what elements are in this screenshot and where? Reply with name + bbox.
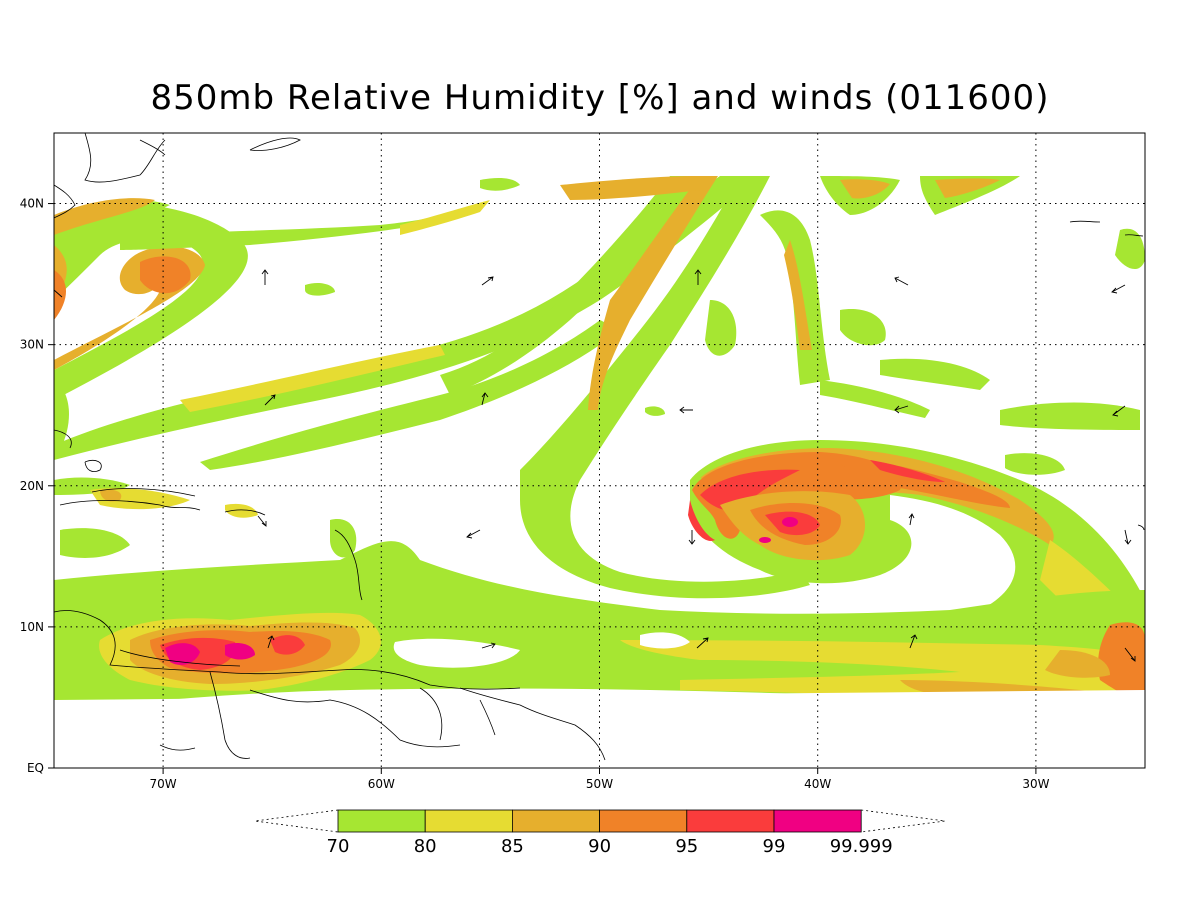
lon-tick-label: 30W [1022,777,1049,791]
humidity-field [54,176,1145,768]
colorbar-level-label: 85 [501,836,524,857]
colorbar-swatch [599,809,688,833]
colorbar-swatch [424,809,513,833]
lat-tick-label: 30N [20,338,44,352]
colorbar-level-label: 99 [763,836,786,857]
colorbar-upper-extension [861,809,946,833]
lat-tick-label: 10N [20,620,44,634]
lon-tick-label: 70W [150,777,177,791]
colorbar-swatch [512,809,601,833]
wind-arrows [53,269,1136,662]
colorbar-swatch [773,809,862,833]
lat-tick-label: EQ [27,761,44,775]
colorbar-level-label: 90 [588,836,611,857]
colorbar-level-label: 80 [414,836,437,857]
lon-tick-label: 40W [804,777,831,791]
colorbar-lower-extension [254,809,339,833]
lon-tick-label: 50W [586,777,613,791]
latitude-axis: EQ 10N 20N 30N 40N [20,197,54,775]
lat-tick-label: 20N [20,479,44,493]
colorbar-legend: 70 80 85 90 95 99 99.999 [254,809,946,857]
colorbar-level-label: 70 [327,836,350,857]
colorbar-level-label: 99.999 [830,836,893,857]
colorbar-swatch [337,809,426,833]
lon-tick-label: 60W [368,777,395,791]
colorbar-level-label: 95 [675,836,698,857]
lat-tick-label: 40N [20,197,44,211]
colorbar-swatch [686,809,775,833]
coastlines [53,132,1145,761]
longitude-axis: 70W 60W 50W 40W 30W [150,768,1050,791]
map-title: 850mb Relative Humidity [%] and winds (0… [150,78,1050,118]
graticule-grid [54,133,1145,768]
